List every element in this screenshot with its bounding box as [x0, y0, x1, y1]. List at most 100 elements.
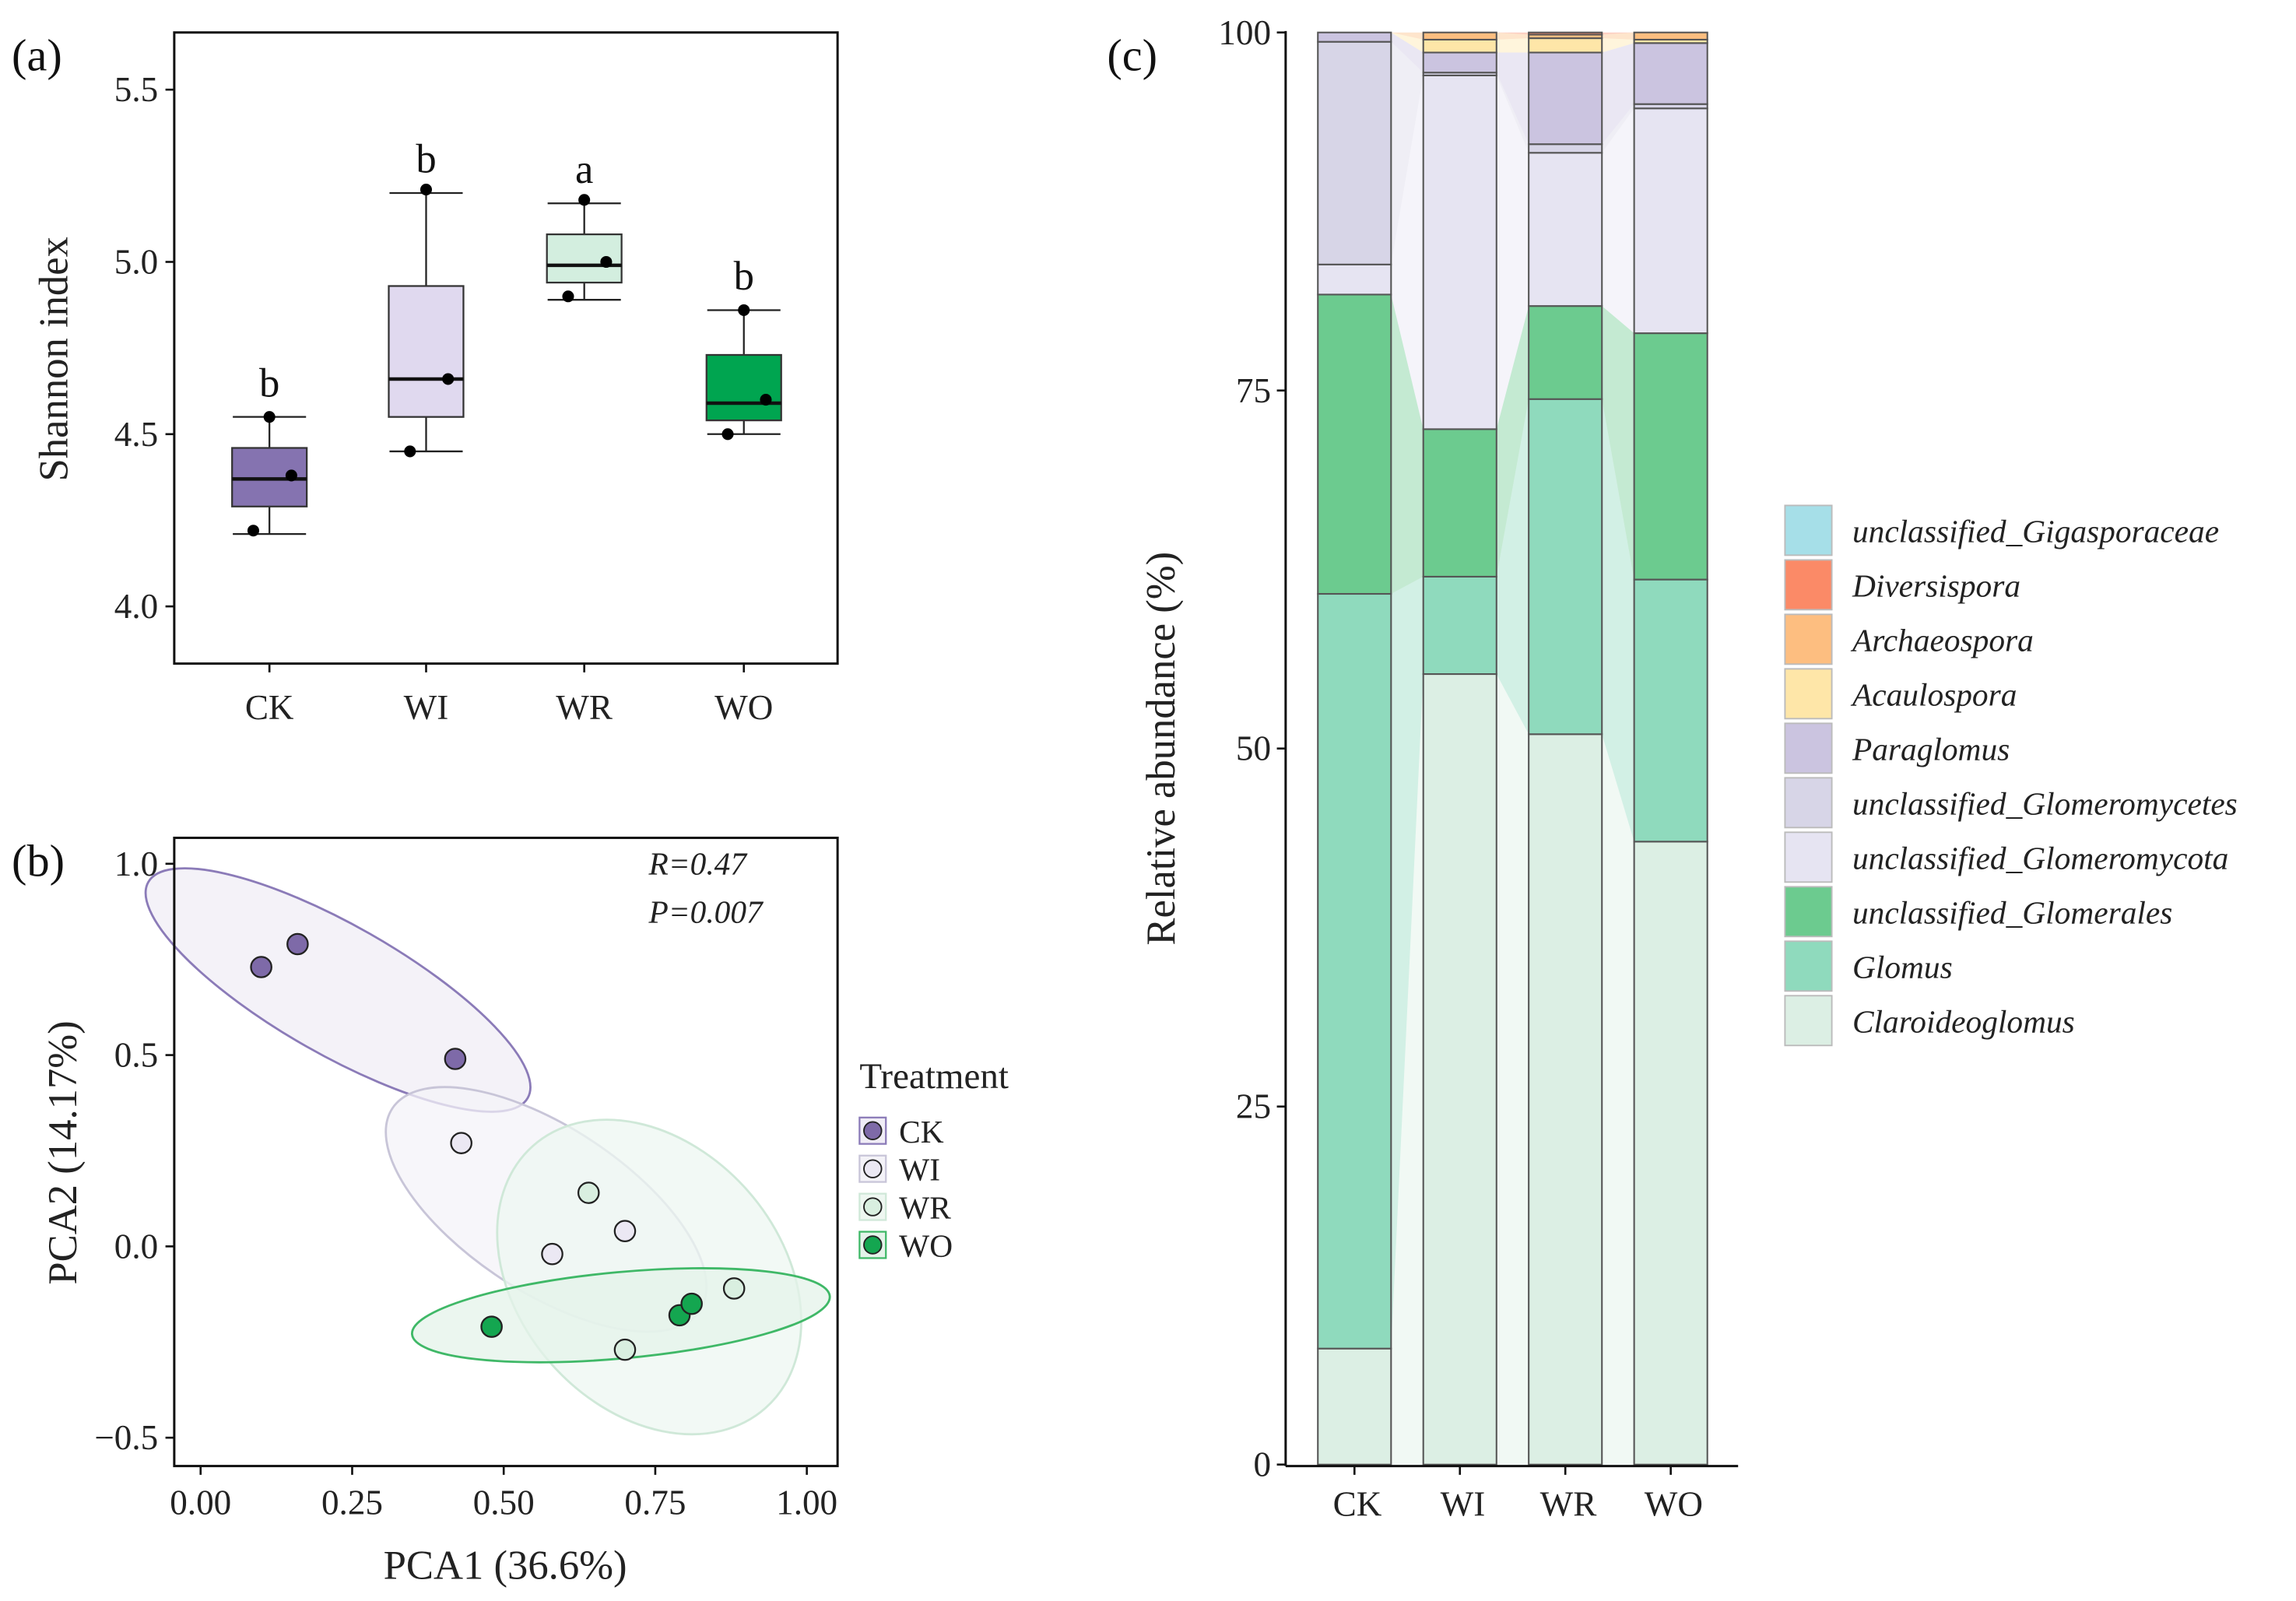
data-point — [247, 525, 260, 537]
pca-point-WI — [450, 1132, 472, 1154]
significance-letter: b — [259, 360, 279, 406]
x-tick-label-a: WO — [714, 688, 773, 727]
annotation-p: P=0.007 — [648, 894, 764, 930]
flow-band-unclassified_Glomeromycota — [1602, 108, 1634, 334]
legend-swatch-Archaeospora — [1784, 613, 1833, 665]
flow-band-Archaeospora — [1496, 32, 1529, 40]
y-tick-label-b: 0.0 — [114, 1227, 158, 1266]
bar-segment-WI-Paraglomus — [1422, 51, 1497, 74]
panel-label-b: (b) — [12, 835, 65, 886]
flow-band-Paraglomus — [1391, 32, 1424, 73]
y-tick-label-b: −0.5 — [94, 1418, 158, 1457]
bar-segment-WR-Acaulospora — [1528, 37, 1603, 54]
bar-segment-WI-Claroideoglomus — [1422, 672, 1497, 1466]
pca-point-WR — [613, 1338, 637, 1361]
legend-marker-WR — [863, 1197, 883, 1217]
legend-swatch-Paraglomus — [1784, 722, 1833, 774]
plot-frame-b — [173, 836, 839, 1468]
legend-label-Acaulospora: Acaulospora — [1850, 676, 2017, 712]
box-WO — [705, 353, 782, 422]
legend-marker-WO — [863, 1235, 883, 1255]
data-point — [760, 394, 772, 406]
legend-label-CK: CK — [899, 1114, 944, 1150]
legend-label-Claroideoglomus: Claroideoglomus — [1852, 1003, 2075, 1039]
x-tick-label-b: 0.25 — [321, 1483, 383, 1522]
x-tick-label-c: WR — [1540, 1485, 1598, 1524]
x-tick-label-c: WO — [1645, 1485, 1703, 1524]
y-tick-label-a: 5.0 — [114, 243, 158, 282]
legend-marker-WI — [863, 1159, 883, 1178]
flow-band-Claroideoglomus — [1391, 674, 1424, 1465]
data-point — [600, 255, 613, 269]
significance-letter: b — [416, 137, 436, 182]
legend-label-WO: WO — [899, 1228, 953, 1264]
flow-band-Glomus — [1602, 398, 1634, 842]
flow-band-unclassified_Glomerales — [1496, 306, 1529, 577]
y-tick-label-c: 0 — [1253, 1445, 1271, 1484]
x-tick-label-b: 0.00 — [170, 1483, 231, 1522]
bar-segment-CK-unclassified_Glomerales — [1317, 293, 1392, 595]
bar-segment-WR-unclassified_Glomeromycota — [1528, 152, 1603, 307]
y-tick-label-b: 0.5 — [114, 1036, 158, 1075]
bar-segment-WI-unclassified_Glomeromycota — [1422, 74, 1497, 430]
legend-swatch-unclassified_Gigasporaceae — [1784, 504, 1833, 556]
bar-segment-WR-Paraglomus — [1528, 51, 1603, 146]
legend-swatch-Acaulospora — [1784, 668, 1833, 720]
legend-swatch-unclassified_Glomerales — [1784, 886, 1833, 938]
flow-band-Paraglomus — [1496, 52, 1529, 145]
bar-segment-CK-Claroideoglomus — [1317, 1347, 1392, 1466]
bar-segment-WR-unclassified_Glomeromycetes — [1528, 143, 1603, 154]
legend-swatch-unclassified_Glomeromycota — [1784, 831, 1833, 883]
panel-c-stacked-bar: (c) Relative abundance (%) unclassified_… — [1107, 13, 2237, 1524]
bar-segment-CK-Glomus — [1317, 592, 1392, 1350]
bar-segment-WI-Acaulospora — [1422, 38, 1497, 54]
bar-segment-WI-Archaeospora — [1422, 31, 1497, 40]
data-point — [420, 184, 433, 196]
legend-label-Diversispora: Diversispora — [1852, 567, 2020, 603]
panel-b-pca: (b) PCA1 (36.6%) PCA2 (14.17%) R=0.47 P=… — [12, 835, 1009, 1588]
x-tick-label-a: WI — [404, 688, 449, 727]
bar-segment-WI-Glomus — [1422, 575, 1497, 676]
pca-point-WR — [577, 1181, 600, 1204]
bar-segment-WO-Archaeospora — [1633, 31, 1708, 40]
x-tick-label-c: CK — [1333, 1485, 1382, 1524]
bar-segment-CK-Paraglomus — [1317, 31, 1392, 43]
pca-point-WO — [680, 1292, 703, 1315]
x-tick-label-b: 0.75 — [624, 1483, 686, 1522]
pca-point-CK — [250, 956, 272, 978]
bar-segment-WO-Claroideoglomus — [1633, 841, 1708, 1466]
plot-frame-a — [173, 31, 839, 665]
bar-segment-CK-unclassified_Glomeromycetes — [1317, 40, 1392, 265]
legend-marker-CK — [863, 1121, 883, 1140]
pca-point-WI — [613, 1220, 637, 1243]
data-point — [442, 373, 455, 385]
legend-label-unclassified_Glomeromycota: unclassified_Glomeromycota — [1852, 840, 2228, 876]
pca-point-WI — [541, 1242, 563, 1266]
flow-band-Claroideoglomus — [1496, 674, 1529, 1465]
flow-band-unclassified_Glomerales — [1391, 294, 1424, 594]
flow-band-unclassified_Glomeromycetes — [1602, 104, 1634, 153]
legend-swatch-Diversispora — [1784, 559, 1833, 611]
box-WI — [388, 285, 465, 418]
y-tick-label-c: 50 — [1236, 729, 1271, 768]
y-axis-title-b: PCA2 (14.17%) — [40, 1020, 86, 1284]
pca-point-CK — [444, 1048, 467, 1070]
bar-segment-WO-unclassified_Glomerales — [1633, 332, 1708, 581]
flow-band-Archaeospora — [1391, 32, 1424, 40]
bar-segment-WO-Glomus — [1633, 578, 1708, 843]
flow-band-unclassified_Glomeromycetes — [1391, 41, 1424, 265]
confidence-ellipse-CK — [144, 867, 532, 1113]
y-tick-label-a: 4.0 — [114, 587, 158, 626]
legend-swatch-Claroideoglomus — [1784, 995, 1833, 1047]
x-tick-label-a: CK — [245, 688, 294, 727]
y-tick-label-c: 100 — [1218, 13, 1271, 52]
legend-label-WI: WI — [899, 1152, 940, 1188]
y-tick-label-a: 5.5 — [114, 70, 158, 109]
bar-segment-CK-unclassified_Glomeromycota — [1317, 263, 1392, 296]
bar-segment-WI-unclassified_Glomerales — [1422, 428, 1497, 578]
pca-point-WO — [480, 1315, 503, 1338]
significance-letter: b — [734, 254, 754, 299]
bar-segment-WR-Glomus — [1528, 398, 1603, 736]
panel-label-a: (a) — [12, 30, 62, 81]
